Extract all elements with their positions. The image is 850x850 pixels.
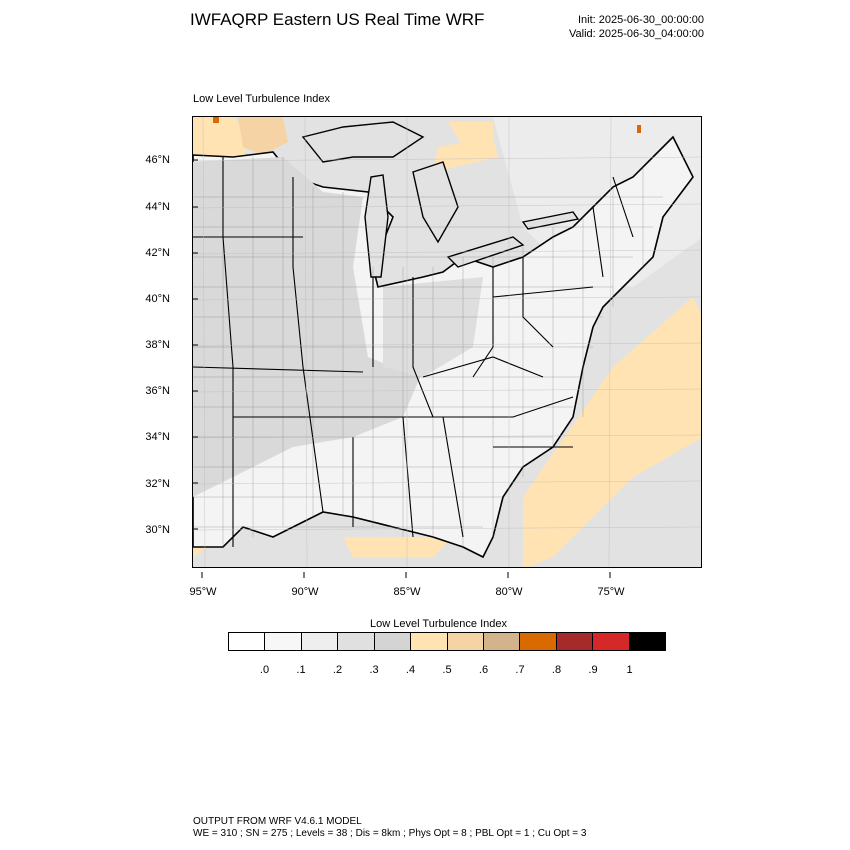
lon-label-85: 85°W	[393, 586, 421, 598]
lake-huron	[412, 161, 459, 244]
lake-erie	[446, 236, 525, 268]
lat-label-46: 46°N	[145, 154, 170, 166]
lake-ontario	[521, 211, 580, 230]
lat-label-30: 30°N	[145, 524, 170, 536]
hotspot-ne	[637, 125, 641, 133]
colorbar-label-9: .9	[588, 664, 598, 676]
lat-label-42: 42°N	[145, 247, 170, 259]
lat-label-32: 32°N	[145, 478, 170, 490]
shade-tan-nw	[238, 117, 288, 155]
time-info: Init: 2025-06-30_00:00:00 Valid: 2025-06…	[569, 13, 704, 41]
colorbar-label-5: .5	[442, 664, 452, 676]
lon-label-80: 80°W	[495, 586, 523, 598]
lat-label-38: 38°N	[145, 339, 170, 351]
colorbar-label-8: .8	[551, 664, 562, 676]
colorbar-label-1: .1	[296, 664, 306, 676]
colorbar-swatch-9	[556, 633, 594, 650]
colorbar-swatch-1	[265, 633, 302, 650]
lon-label-75: 75°W	[597, 586, 625, 598]
lon-label-95: 95°W	[189, 586, 217, 598]
colorbar-label-10: 1	[626, 664, 633, 676]
lat-label-44: 44°N	[145, 201, 170, 213]
lake-michigan	[364, 174, 389, 278]
lat-label-36: 36°N	[145, 385, 170, 397]
colorbar	[228, 632, 666, 651]
colorbar-label-7: .7	[515, 664, 525, 676]
footer-config: WE = 310 ; SN = 275 ; Levels = 38 ; Dis …	[193, 828, 587, 839]
state-borders	[193, 157, 634, 547]
plot-subtitle: Low Level Turbulence Index	[193, 93, 330, 105]
hotspot-nw	[213, 117, 219, 123]
shade-orange-nw	[193, 117, 253, 162]
colorbar-swatch-7	[483, 633, 521, 650]
lake-superior	[301, 121, 425, 163]
colorbar-swatch-10	[593, 633, 630, 650]
colorbar-swatch-5	[411, 633, 448, 650]
colorbar-swatch-0	[229, 633, 266, 650]
footer: OUTPUT FROM WRF V4.6.1 MODEL WE = 310 ; …	[193, 816, 586, 840]
shade-orange-gulf	[343, 537, 453, 557]
valid-time: Valid: 2025-06-30_04:00:00	[569, 28, 704, 40]
colorbar-label-6: .6	[478, 664, 489, 676]
colorbar-label-0: .0	[259, 664, 270, 676]
colorbar-label-3: .3	[369, 664, 379, 676]
shade-orange-atlantic	[523, 297, 701, 567]
colorbar-title: Low Level Turbulence Index	[370, 618, 507, 630]
lat-label-34: 34°N	[145, 431, 170, 443]
shade-orange-ontario	[433, 137, 498, 172]
map-ticks	[192, 159, 611, 578]
colorbar-swatch-8	[520, 633, 557, 650]
colorbar-label-4: .4	[405, 664, 416, 676]
colorbar-swatch-6	[447, 633, 484, 650]
map-canvas	[193, 117, 701, 567]
footer-model: OUTPUT FROM WRF V4.6.1 MODEL	[193, 816, 362, 827]
colorbar-swatch-2	[301, 633, 339, 650]
colorbar-swatch-4	[374, 633, 412, 650]
colorbar-swatch-11	[629, 633, 666, 650]
main-title: IWFAQRP Eastern US Real Time WRF	[190, 10, 485, 29]
lat-label-40: 40°N	[145, 293, 170, 305]
lon-label-90: 90°W	[291, 586, 319, 598]
colorbar-label-2: .2	[332, 664, 343, 676]
init-time: Init: 2025-06-30_00:00:00	[578, 14, 704, 26]
map-panel	[192, 116, 702, 568]
graticule	[193, 117, 701, 567]
colorbar-swatch-3	[338, 633, 375, 650]
